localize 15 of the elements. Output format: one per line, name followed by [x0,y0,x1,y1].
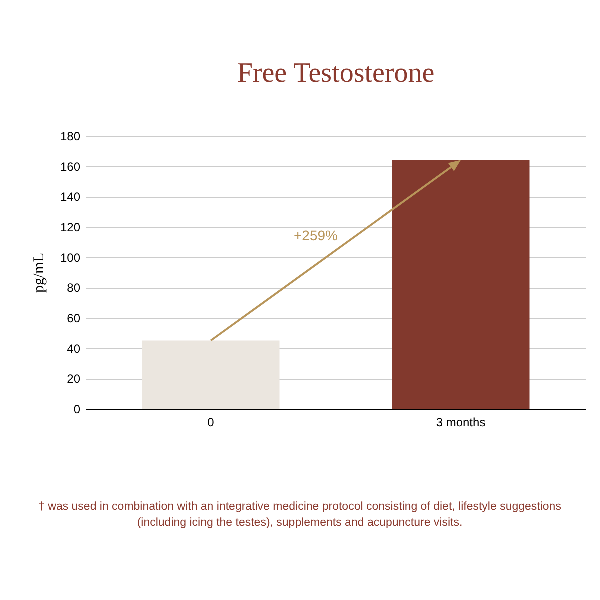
chart-title: Free Testosterone [237,58,435,89]
annotation: +259% [294,228,338,244]
y-tick-label: 100 [60,250,81,265]
y-tick-label: 60 [67,312,81,326]
y-tick-label: 120 [60,220,81,234]
y-tick-label: 40 [67,342,81,356]
text: † was used in combination with an integrative medicine protocol consisting of diet, lifestyle suggestions (including icing the testes), supplements and acupuncture visits. [38,500,562,531]
y-tick-label: 140 [60,190,81,204]
y-axis-title: pg/mL [31,253,48,293]
y-tick-label: 0 [74,402,81,416]
y-tick-label: 20 [67,372,81,386]
y-tick-label: 160 [60,160,81,174]
x-tick-label: 3 months [436,416,486,430]
y-tick-label: 180 [60,130,81,144]
y-tick-label: 80 [67,281,81,296]
